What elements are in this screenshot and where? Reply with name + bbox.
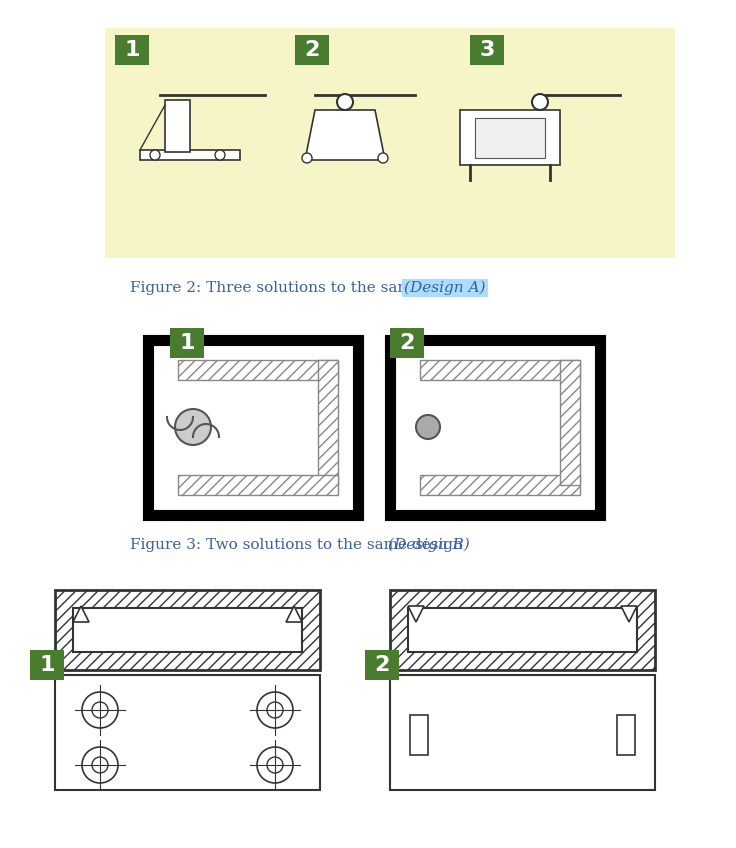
FancyBboxPatch shape	[170, 328, 204, 358]
Circle shape	[267, 757, 283, 773]
FancyBboxPatch shape	[73, 608, 302, 652]
Circle shape	[302, 153, 312, 163]
Circle shape	[378, 153, 388, 163]
FancyBboxPatch shape	[390, 328, 424, 358]
Polygon shape	[408, 606, 424, 622]
Circle shape	[92, 702, 108, 718]
FancyBboxPatch shape	[295, 35, 329, 65]
FancyBboxPatch shape	[115, 35, 149, 65]
Circle shape	[267, 702, 283, 718]
FancyBboxPatch shape	[390, 590, 655, 670]
Text: 2: 2	[304, 40, 319, 60]
Polygon shape	[73, 606, 89, 622]
Circle shape	[92, 757, 108, 773]
Circle shape	[257, 692, 293, 728]
FancyBboxPatch shape	[30, 650, 64, 680]
FancyBboxPatch shape	[560, 360, 580, 485]
FancyBboxPatch shape	[178, 475, 338, 495]
Text: 1: 1	[180, 333, 195, 353]
FancyBboxPatch shape	[390, 340, 600, 515]
Polygon shape	[460, 110, 560, 165]
FancyBboxPatch shape	[408, 608, 637, 652]
Text: (Design A): (Design A)	[405, 281, 486, 295]
Text: Figure 3: Two solutions to the same design: Figure 3: Two solutions to the same desi…	[130, 538, 468, 552]
FancyBboxPatch shape	[470, 35, 504, 65]
FancyBboxPatch shape	[420, 475, 580, 495]
FancyBboxPatch shape	[420, 360, 580, 380]
Polygon shape	[621, 606, 637, 622]
Circle shape	[150, 150, 160, 160]
Text: Figure 2: Three solutions to the same design: Figure 2: Three solutions to the same de…	[130, 281, 481, 295]
FancyBboxPatch shape	[318, 360, 338, 485]
Polygon shape	[140, 150, 240, 160]
Polygon shape	[305, 110, 385, 160]
FancyBboxPatch shape	[475, 118, 545, 158]
Circle shape	[82, 747, 118, 783]
Circle shape	[215, 150, 225, 160]
FancyBboxPatch shape	[105, 28, 675, 258]
FancyBboxPatch shape	[55, 590, 320, 670]
Text: 2: 2	[400, 333, 414, 353]
Text: 1: 1	[39, 655, 54, 675]
FancyBboxPatch shape	[148, 340, 358, 515]
Circle shape	[257, 747, 293, 783]
FancyBboxPatch shape	[178, 360, 338, 380]
Circle shape	[416, 415, 440, 439]
Text: 3: 3	[479, 40, 495, 60]
Circle shape	[175, 409, 211, 445]
Circle shape	[337, 94, 353, 110]
Polygon shape	[165, 100, 190, 152]
Circle shape	[532, 94, 548, 110]
FancyBboxPatch shape	[390, 675, 655, 790]
Text: 2: 2	[375, 655, 389, 675]
Polygon shape	[286, 606, 302, 622]
Text: (Design B): (Design B)	[388, 538, 470, 552]
FancyBboxPatch shape	[365, 650, 399, 680]
FancyBboxPatch shape	[410, 715, 428, 755]
Text: 1: 1	[124, 40, 140, 60]
FancyBboxPatch shape	[55, 675, 320, 790]
FancyBboxPatch shape	[617, 715, 635, 755]
Circle shape	[82, 692, 118, 728]
